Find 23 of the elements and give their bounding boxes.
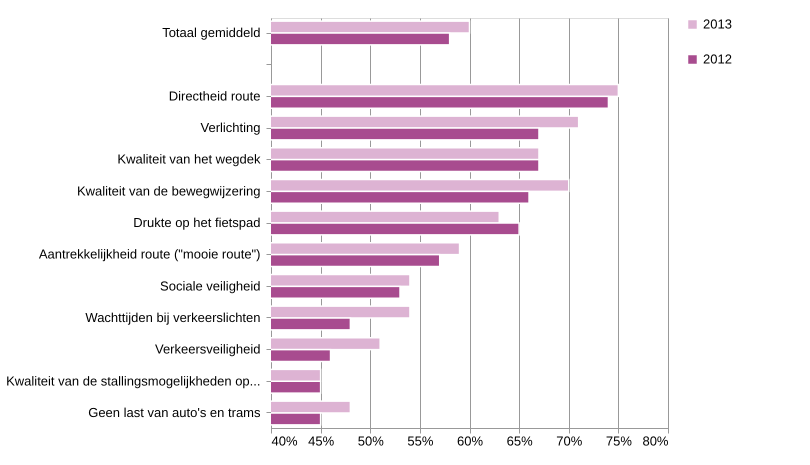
y-tick-label: Kwaliteit van de stallingsmogelijkheden op... bbox=[6, 373, 260, 388]
y-tick-label: Geen last van auto's en trams bbox=[88, 404, 261, 420]
y-tick-label: Kwaliteit van de bewegwijzering bbox=[76, 183, 260, 198]
y-tick-label: Directheid route bbox=[168, 88, 260, 104]
x-tick-label: 45% bbox=[308, 434, 335, 448]
legend-label: 2012 bbox=[703, 52, 732, 66]
x-tick-label: 80% bbox=[642, 434, 669, 448]
x-tick-label: 65% bbox=[506, 434, 534, 448]
y-tick-label: Verkeersveiligheid bbox=[154, 342, 260, 357]
x-tick-label: 40% bbox=[272, 434, 298, 448]
x-tick-label: 50% bbox=[358, 434, 384, 448]
y-tick-label: Totaal gemiddeld bbox=[162, 25, 260, 40]
y-tick-label: Drukte op het fietspad bbox=[133, 215, 260, 230]
y-tick-label: Sociale veiligheid bbox=[160, 278, 260, 294]
y-tick-label: Wachttijden bij verkeerslichten bbox=[85, 310, 260, 325]
y-tick-label: Aantrekkelijkheid route ("mooie route") bbox=[38, 246, 260, 262]
x-tick-label: 75% bbox=[606, 434, 632, 448]
y-tick-label: Verlichting bbox=[200, 120, 260, 136]
x-tick-label: 60% bbox=[456, 434, 484, 448]
x-tick-label: 55% bbox=[407, 434, 434, 448]
legend-label: 2013 bbox=[703, 16, 732, 32]
x-tick-label: 70% bbox=[556, 434, 583, 448]
y-tick-label: Kwaliteit van het wegdek bbox=[117, 152, 261, 167]
